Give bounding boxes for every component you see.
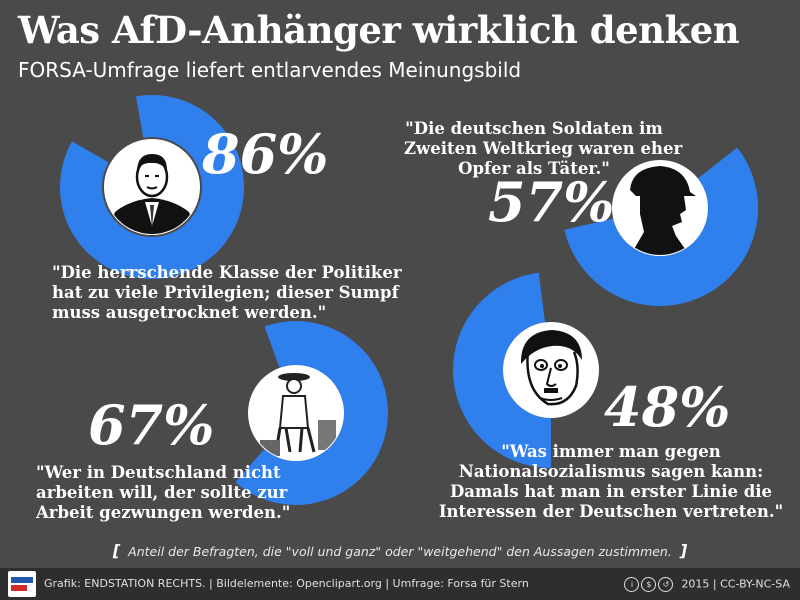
donut-arc-48: [452, 272, 551, 468]
cc-sa-icon: ↺: [658, 577, 674, 592]
cc-nc-icon: $: [641, 577, 657, 592]
bracket-close: ]: [679, 541, 688, 560]
page-title: Was AfD-Anhänger wirklich denken: [18, 8, 740, 52]
quote-soldiers: "Die deutschen Soldaten im Zweiten Weltk…: [404, 119, 683, 179]
footnote-text: Anteil der Befragten, die "voll und ganz…: [128, 544, 672, 559]
page-subtitle: FORSA-Umfrage liefert entlarvendes Meinu…: [18, 58, 522, 82]
laborer-portrait-icon: [248, 365, 344, 461]
logo-blue-bar: [11, 577, 33, 583]
percent-label-57: 57%: [488, 170, 615, 234]
quote-line: "Wer in Deutschland nicht: [36, 463, 281, 482]
donut-arc-57: [564, 147, 759, 307]
percent-label-86: 86%: [202, 122, 329, 186]
quote-line: "Die deutschen Soldaten im: [405, 119, 663, 138]
quote-line: Interessen der Deutschen vertreten.": [438, 502, 784, 521]
soldier-silhouette-icon: [612, 160, 708, 256]
quote-line: arbeiten will, der sollte zur: [36, 483, 288, 502]
percent-label-67: 67%: [88, 393, 215, 457]
endstation-rechts-logo[interactable]: [8, 571, 36, 597]
quote-line: "Die herrschende Klasse der Politiker: [52, 263, 402, 282]
quote-nationalsocialism: "Was immer man gegen Nationalsozialismus…: [436, 442, 786, 522]
quote-line: hat zu viele Privilegien; dieser Sumpf: [52, 283, 399, 302]
quote-line: muss ausgetrocknet werden.": [52, 303, 327, 322]
quote-line: Arbeit gezwungen werden.": [36, 503, 291, 522]
license-info: i $ ↺ 2015 | CC-BY-NC-SA: [624, 577, 790, 592]
bracket-open: [: [112, 541, 121, 560]
quote-line: Opfer als Täter.": [458, 159, 610, 178]
quote-line: Zweiten Weltkrieg waren eher: [404, 139, 683, 158]
hitler-caricature-icon: [503, 322, 599, 418]
footnote: [ Anteil der Befragten, die "voll und gan…: [0, 541, 800, 560]
footer-credits: Grafik: ENDSTATION RECHTS. | Bildelement…: [44, 577, 529, 590]
quote-line: "Was immer man gegen: [501, 442, 721, 461]
percent-label-48: 48%: [604, 375, 731, 439]
cc-license-icons: i $ ↺: [624, 577, 675, 592]
donut-arc-67: [235, 321, 389, 505]
cc-by-icon: i: [624, 577, 640, 592]
quote-politicians: "Die herrschende Klasse der Politiker ha…: [52, 263, 402, 323]
license-text: 2015 | CC-BY-NC-SA: [681, 577, 790, 591]
quote-line: Damals hat man in erster Linie die: [449, 482, 773, 501]
quote-work: "Wer in Deutschland nicht arbeiten will,…: [36, 463, 290, 523]
logo-red-bar: [11, 585, 27, 591]
quote-line: Nationalsozialismus sagen kann:: [458, 462, 764, 481]
donut-arc-86: [59, 95, 244, 279]
footer-bar: Grafik: ENDSTATION RECHTS. | Bildelement…: [0, 568, 800, 600]
